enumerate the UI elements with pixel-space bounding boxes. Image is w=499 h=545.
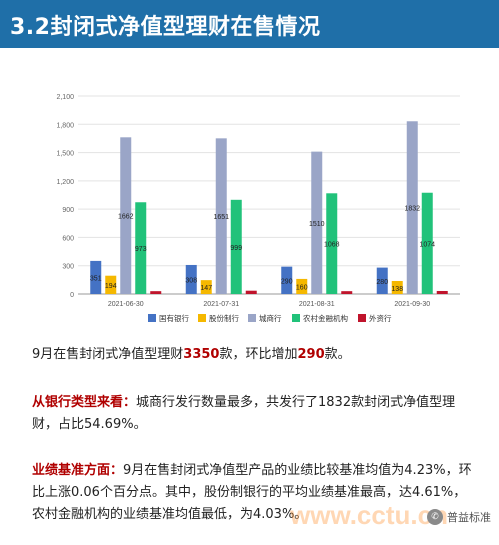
data-label: 147 — [200, 285, 212, 292]
data-label: 290 — [281, 278, 293, 285]
benchmark-heading: 业绩基准方面： — [32, 463, 124, 478]
watermark: www.cctu.cn — [290, 500, 448, 530]
summary-text-e: 款。 — [324, 347, 351, 362]
x-tick-label: 2021-08-31 — [299, 301, 335, 308]
bar — [245, 290, 257, 294]
data-label: 1832 — [404, 206, 420, 213]
benchmark-body: 9月在售封闭式净值型产品的业绩比较基准均值为4.23%，环比上涨0.06个百分点… — [32, 463, 472, 522]
legend-label: 股份制行 — [209, 313, 239, 323]
wechat-icon: ✆ — [427, 509, 443, 525]
x-tick-label: 2021-09-30 — [394, 301, 430, 308]
legend-swatch — [248, 314, 256, 322]
data-label: 351 — [90, 275, 102, 282]
data-label: 1068 — [324, 242, 340, 249]
data-label: 138 — [391, 286, 403, 293]
y-tick-label: 600 — [62, 235, 74, 242]
legend-swatch — [292, 314, 300, 322]
bar — [90, 260, 102, 294]
x-tick-label: 2021-07-31 — [203, 301, 239, 308]
bar — [105, 275, 117, 294]
data-label: 194 — [105, 283, 117, 290]
bar — [341, 291, 353, 294]
x-tick-label: 2021-06-30 — [108, 301, 144, 308]
data-label: 1651 — [213, 214, 229, 221]
benchmark-paragraph: 业绩基准方面：9月在售封闭式净值型产品的业绩比较基准均值为4.23%，环比上涨0… — [32, 460, 477, 526]
data-label: 1074 — [419, 241, 435, 248]
increase-count: 290 — [297, 347, 325, 362]
bar — [150, 291, 162, 294]
bar — [311, 151, 323, 294]
bar — [391, 280, 403, 294]
bar — [185, 264, 197, 294]
y-tick-label: 900 — [62, 207, 74, 214]
y-tick-label: 2,100 — [56, 94, 74, 101]
title-banner: 3.2封闭式净值型理财在售情况 — [0, 0, 499, 48]
y-tick-label: 1,500 — [56, 151, 74, 158]
data-label: 160 — [296, 284, 308, 291]
legend-label: 农村金融机构 — [303, 313, 348, 323]
data-label: 1662 — [118, 214, 134, 221]
bar — [230, 199, 242, 294]
legend-swatch — [198, 314, 206, 322]
bar — [296, 278, 308, 294]
bar-chart: 0 300 600 900 1,200 1,500 1,800 2,100 351 194 1662… — [40, 84, 470, 329]
data-label: 1510 — [309, 221, 325, 228]
bar — [436, 290, 448, 294]
brand-logo: ✆ 普益标准 — [427, 509, 491, 525]
y-tick-label: 1,800 — [56, 122, 74, 129]
bar — [135, 202, 147, 294]
y-tick-label: 1,200 — [56, 179, 74, 186]
summary-text-c: 款，环比增加 — [219, 347, 298, 362]
bar — [200, 280, 212, 294]
legend-label: 城商行 — [259, 313, 282, 323]
data-label: 973 — [135, 246, 147, 253]
bar — [421, 192, 433, 294]
bank-type-paragraph: 从银行类型来看：城商行发行数量最多，共发行了1832款封闭式净值型理财，占比54… — [32, 392, 477, 436]
data-label: 280 — [376, 279, 388, 286]
bar — [406, 121, 418, 294]
summary-text-a: 9月在售封闭式净值型理财 — [32, 347, 184, 362]
summary-paragraph: 9月在售封闭式净值型理财3350款，环比增加290款。 — [32, 344, 477, 366]
bank-type-body: 城商行发行数量最多，共发行了1832款封闭式净值型理财，占比54.69%。 — [32, 395, 456, 432]
legend-label: 国有银行 — [159, 313, 189, 323]
page-title: 3.2封闭式净值型理财在售情况 — [10, 15, 321, 40]
data-label: 999 — [230, 245, 242, 252]
bank-type-heading: 从银行类型来看： — [32, 395, 137, 410]
y-tick-label: 300 — [62, 264, 74, 271]
bar — [120, 137, 132, 294]
total-count: 3350 — [183, 347, 220, 362]
brand-name: 普益标准 — [447, 511, 491, 524]
legend-swatch — [148, 314, 156, 322]
bar — [215, 138, 227, 294]
bar — [376, 267, 388, 294]
bar — [281, 266, 293, 294]
y-tick-label: 0 — [70, 292, 74, 299]
legend-label: 外资行 — [369, 313, 392, 323]
data-label: 308 — [185, 277, 197, 284]
legend-swatch — [358, 314, 366, 322]
bar — [326, 193, 338, 294]
